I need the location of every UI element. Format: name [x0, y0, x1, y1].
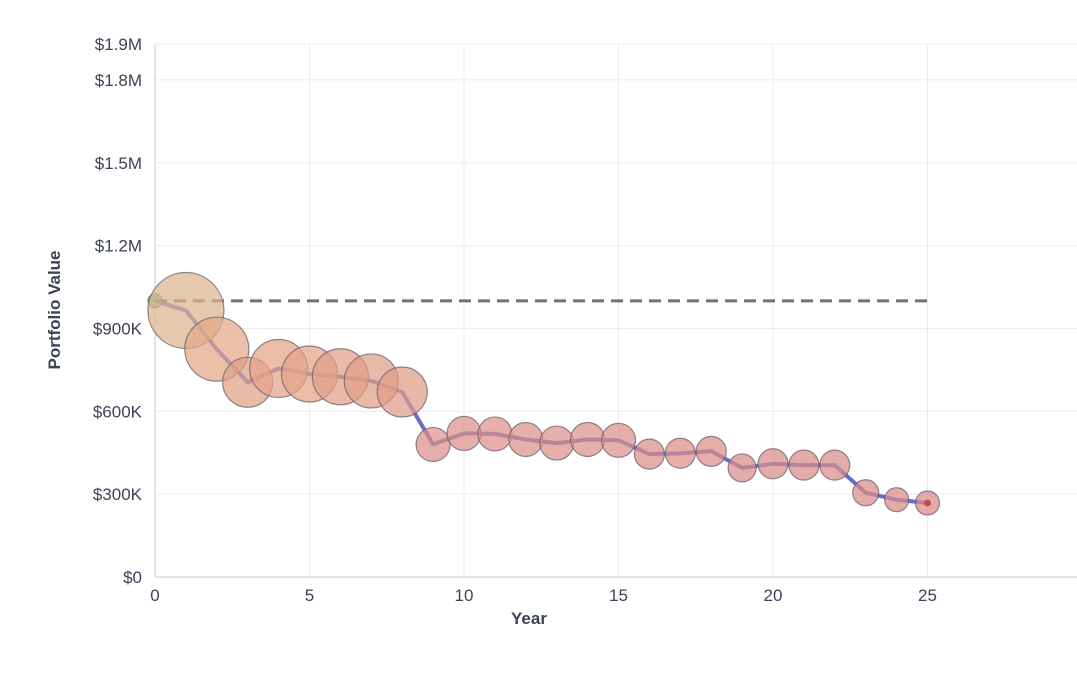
data-bubble — [664, 437, 696, 469]
data-bubble — [600, 422, 637, 458]
y-tick-label: $300K — [93, 485, 143, 504]
data-bubble — [539, 425, 575, 461]
axes — [154, 44, 1077, 578]
end-point-marker — [924, 499, 931, 507]
x-tick-label: 5 — [305, 586, 314, 605]
x-tick-label: 15 — [609, 586, 628, 605]
data-bubble — [757, 448, 789, 480]
data-bubble — [852, 479, 880, 507]
data-bubble — [508, 421, 544, 458]
y-tick-label: $1.8M — [95, 71, 142, 90]
data-bubble — [477, 416, 513, 452]
grid-lines — [154, 43, 1077, 578]
x-tick-label: 10 — [455, 586, 474, 605]
tick-labels: $0 $300K $600K $900K $1.2M $1.5M $1.8M $1.9M 0 5 1… — [93, 35, 937, 605]
data-bubble — [695, 435, 727, 467]
x-axis-title: Year — [511, 609, 547, 628]
data-bubble — [883, 487, 910, 513]
y-tick-label: $1.2M — [95, 237, 142, 256]
data-bubble — [446, 415, 482, 451]
data-bubble — [788, 449, 820, 481]
y-tick-label: $1.5M — [95, 154, 142, 173]
x-tick-label: 20 — [764, 586, 783, 605]
y-tick-label: $1.9M — [95, 35, 142, 54]
y-tick-label: $0 — [123, 568, 142, 587]
data-bubble — [415, 426, 451, 463]
data-bubble — [569, 421, 606, 458]
y-axis-title: Portfolio Value — [45, 250, 64, 369]
y-tick-label: $900K — [93, 319, 143, 338]
bubbles-group — [147, 271, 941, 516]
data-bubble — [727, 453, 757, 483]
data-bubble — [376, 366, 428, 418]
y-tick-label: $600K — [93, 402, 143, 421]
x-tick-label: 0 — [150, 586, 159, 605]
x-tick-label: 25 — [918, 586, 937, 605]
data-bubble — [633, 438, 666, 470]
data-bubble — [819, 449, 851, 481]
